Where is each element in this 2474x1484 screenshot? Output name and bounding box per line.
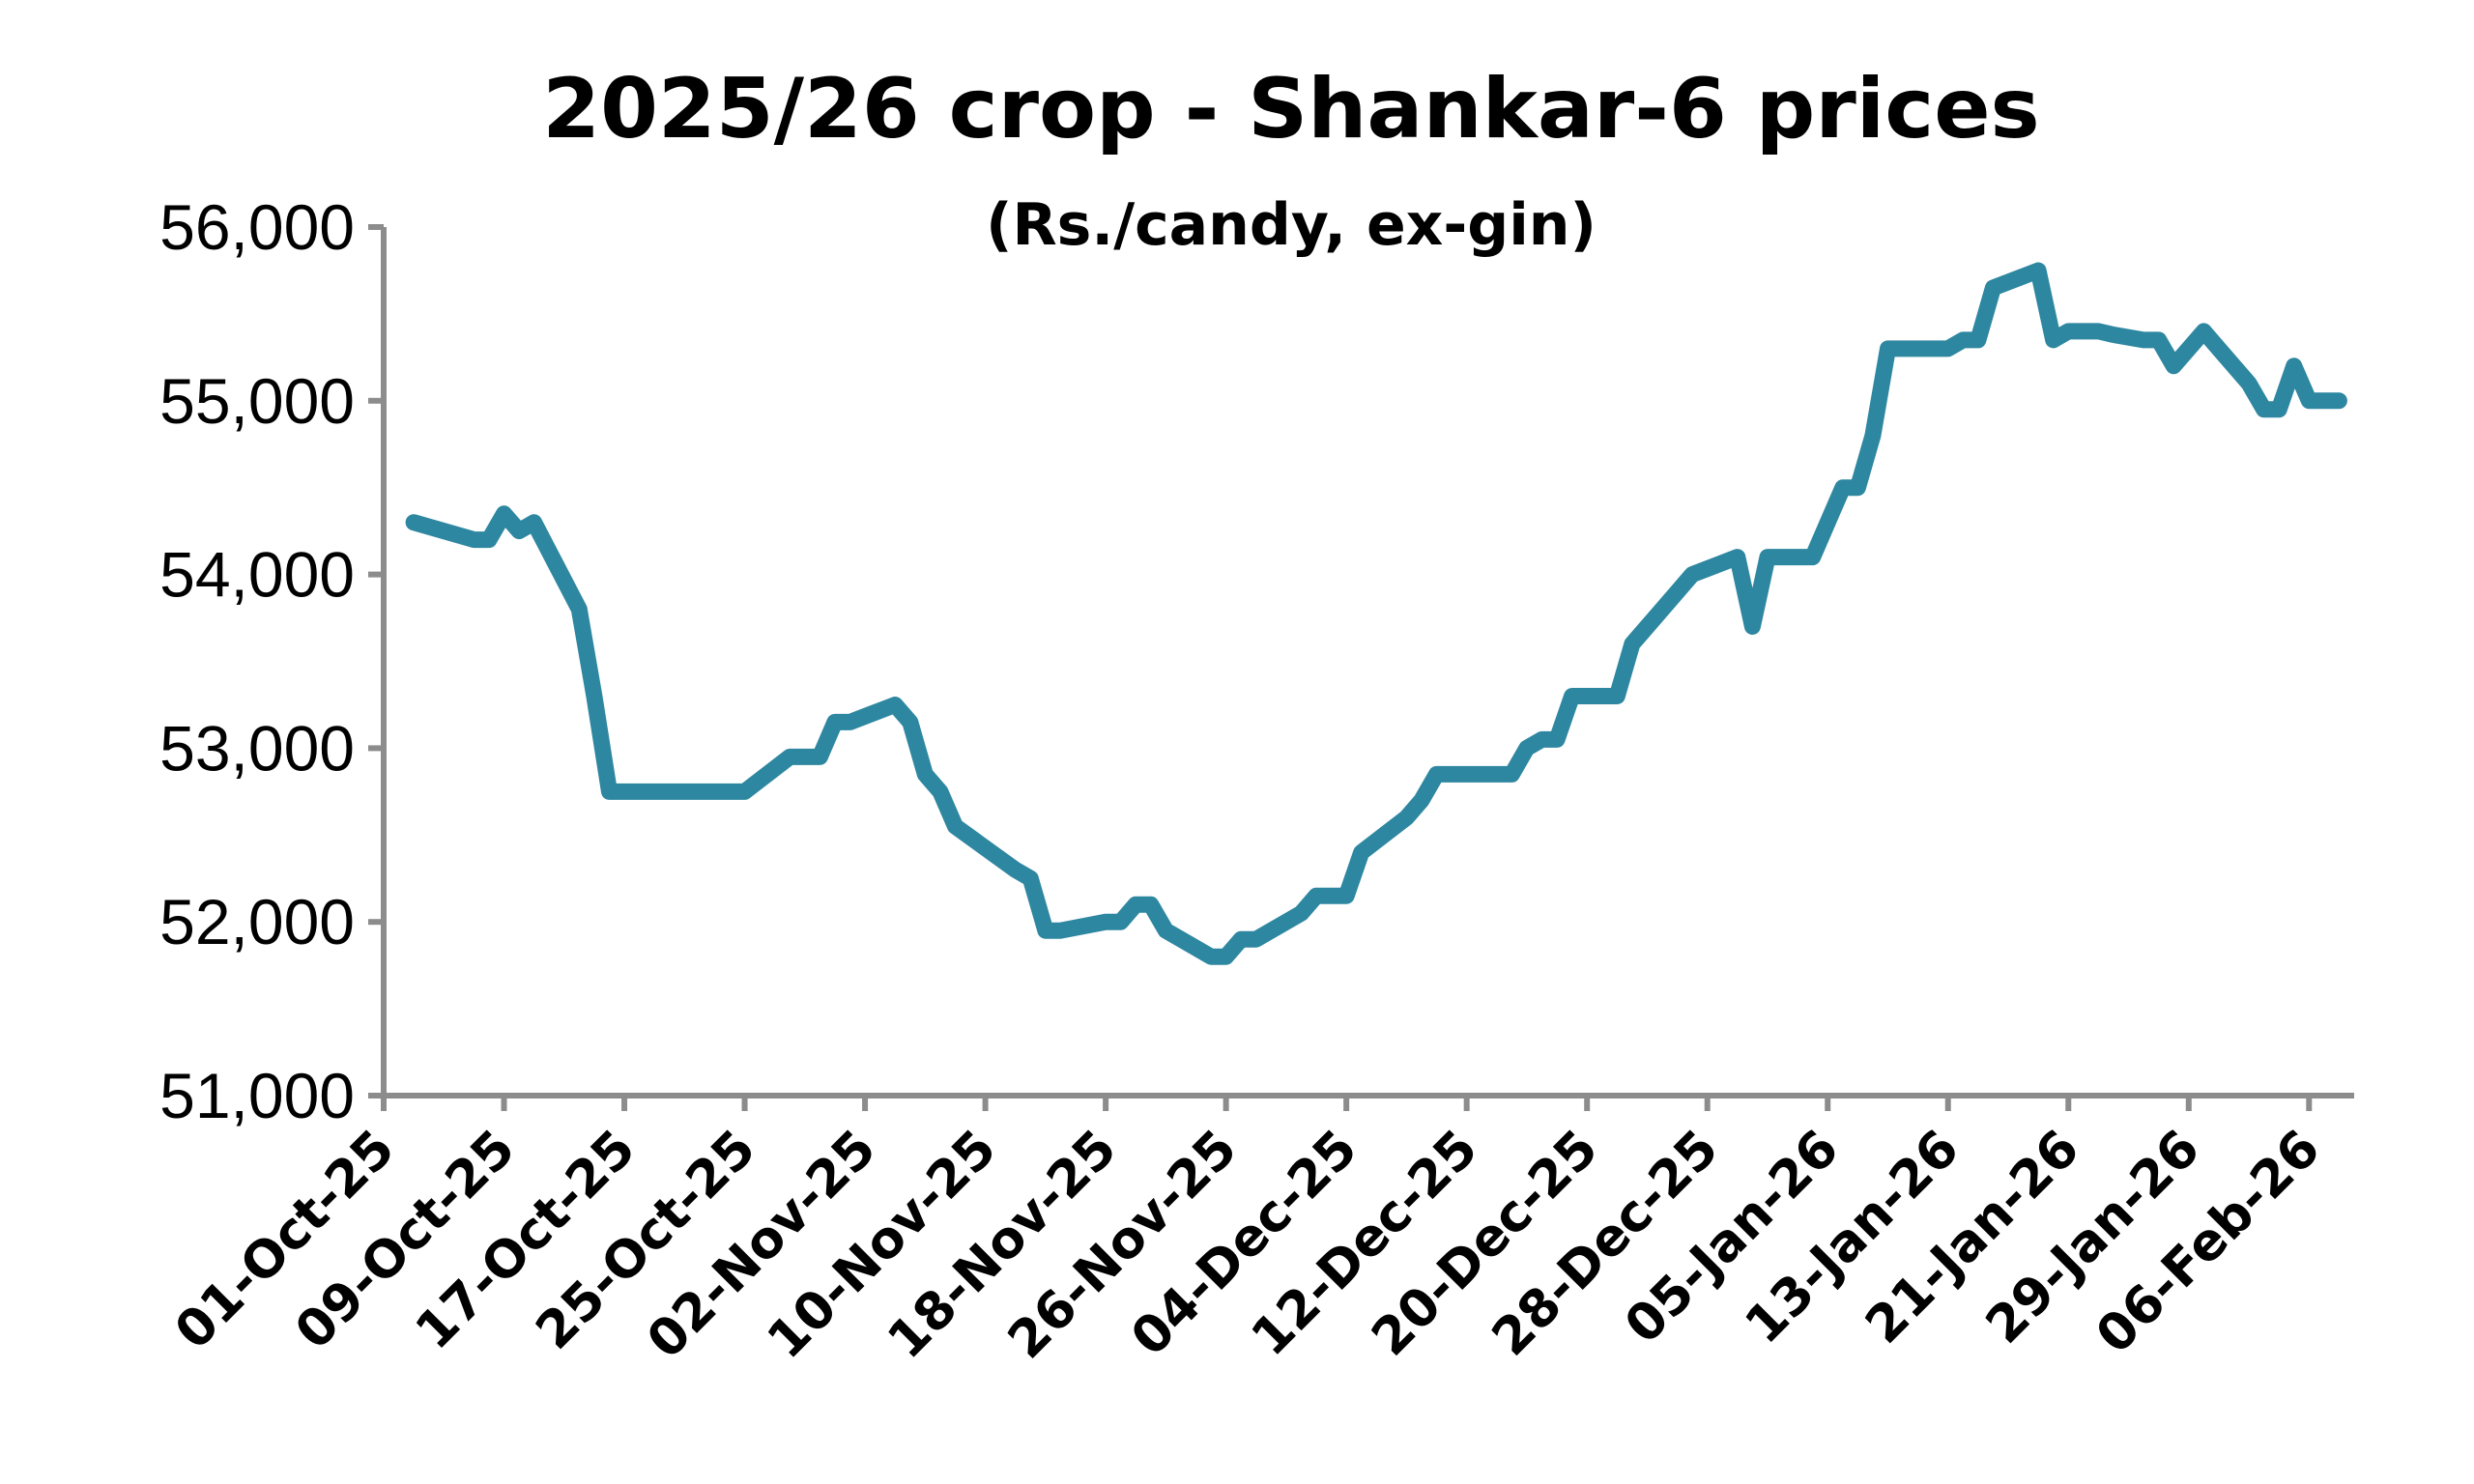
y-tick-label: 52,000 bbox=[159, 886, 355, 957]
y-tick-label: 51,000 bbox=[159, 1060, 355, 1131]
series-group bbox=[405, 262, 2347, 965]
chart-subtitle: (Rs./candy, ex-gin) bbox=[986, 191, 1597, 259]
x-axis: 01-Oct-2509-Oct-2517-Oct-2525-Oct-2502-N… bbox=[164, 1093, 2354, 1370]
y-tick-label: 54,000 bbox=[159, 539, 355, 611]
y-tick-label: 55,000 bbox=[159, 365, 355, 437]
chart-title: 2025/26 crop - Shankar-6 prices bbox=[542, 61, 2039, 157]
y-axis: 51,000 52,000 53,000 54,000 55,000 56,000 bbox=[159, 191, 387, 1131]
y-tick-label: 53,000 bbox=[159, 712, 355, 784]
y-tick-label: 56,000 bbox=[159, 191, 355, 263]
series-line-0 bbox=[405, 262, 2347, 965]
